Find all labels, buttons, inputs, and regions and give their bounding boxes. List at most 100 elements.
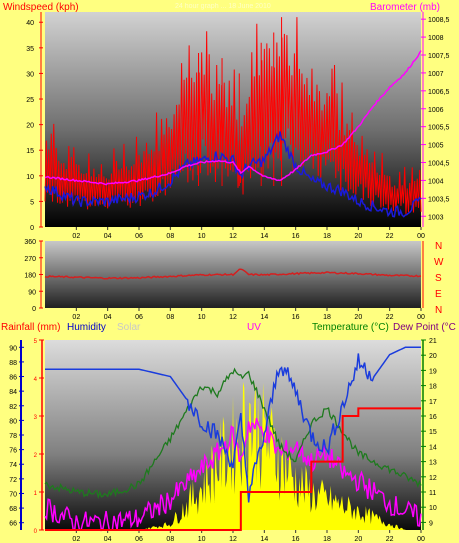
direction-x-tick-label: 20 [354,314,362,321]
solar-axis-title: Solar [117,322,141,333]
barometer-tick-label: 1008 [428,35,444,42]
humidity-tick-label: 74 [9,462,17,469]
barometer-tick-label: 1003,5 [428,196,450,203]
barometer-tick-label: 1004 [428,178,444,185]
wind-x-tick-label: 14 [260,233,268,240]
direction-x-tick-label: 06 [135,314,143,321]
rain-temp-x-tick-label: 00 [417,536,425,543]
wind-x-tick-label: 04 [104,233,112,240]
wind-x-tick-label: 00 [417,233,425,240]
barometer-line [44,50,422,186]
windspeed-tick-label: 35 [26,46,34,53]
direction-tick-label: 180 [24,273,36,280]
wind-average-line [44,131,422,218]
direction-letter-s: S [435,273,442,284]
rain-temp-x-tick-label: 16 [292,536,300,543]
chart-title: 24 hour graph ... 18 June 2010 [175,3,271,10]
humidity-tick-label: 88 [9,360,17,367]
direction-x-tick-label: 14 [260,314,268,321]
direction-letter-n2: N [435,305,442,316]
direction-x-tick-label: 04 [104,314,112,321]
rainfall-tick-label: 0 [34,529,38,535]
barometer-tick-label: 1005 [428,143,444,150]
dewpoint-axis-title: Dew Point (°C [393,322,456,333]
humidity-tick-label: 76 [9,448,17,455]
temperature-tick-label: 11 [429,490,436,497]
direction-tick-label: 90 [28,289,36,296]
temperature-tick-label: 19 [429,368,437,375]
direction-x-tick-label: 02 [72,314,80,321]
wind-x-tick-label: 02 [72,233,80,240]
rainfall-tick-label: 2 [34,453,38,459]
rainfall-line [45,407,421,531]
wind-baro-plot-area [45,12,421,227]
windspeed-tick-label: 5 [30,199,34,206]
temperature-tick-label: 14 [429,444,437,451]
barometer-tick-label: 1007 [428,71,444,78]
rainfall-tick-label: 5 [34,339,38,345]
temperature-tick-label: 10 [429,505,437,512]
rainfall-tick-label: 1 [34,491,38,497]
humidity-tick-label: 84 [9,389,17,396]
direction-x-tick-label: 10 [198,314,206,321]
barometer-tick-label: 1005,5 [428,125,450,132]
temperature-tick-label: 18 [429,384,437,391]
direction-x-tick-label: 08 [166,314,174,321]
wind-x-tick-label: 22 [386,233,394,240]
rain-temp-x-tick-label: 02 [72,536,80,543]
rain-temp-x-tick-label: 12 [229,536,237,543]
direction-tick-label: 360 [24,239,36,246]
temperature-tick-label: 20 [429,353,437,360]
direction-letter-e: E [435,289,442,300]
humidity-tick-label: 90 [9,345,17,352]
rain-temp-x-tick-label: 22 [386,536,394,543]
rainfall-tick-label: 3 [34,415,38,421]
uv-axis-title: UV [247,322,261,333]
rain-temp-x-tick-label: 20 [354,536,362,543]
windspeed-tick-label: 10 [26,174,34,181]
wind-x-tick-label: 06 [135,233,143,240]
humidity-line [45,346,421,503]
wind-x-tick-label: 18 [323,233,331,240]
temperature-line [44,367,422,500]
humidity-tick-label: 82 [9,404,17,411]
humidity-tick-label: 78 [9,433,17,440]
humidity-axis-title: Humidity [67,322,106,333]
humidity-tick-label: 68 [9,506,17,513]
direction-tick-label: 270 [24,256,36,263]
temperature-tick-label: 16 [429,414,437,421]
windspeed-tick-label: 30 [26,71,34,78]
rain-temp-x-tick-label: 04 [104,536,112,543]
solar-area [45,381,421,530]
humidity-tick-label: 72 [9,477,17,484]
barometer-tick-label: 1007,5 [428,53,450,60]
direction-tick-label: 0 [32,306,36,313]
barometer-tick-label: 1006 [428,107,444,114]
temperature-tick-label: 15 [429,429,437,436]
direction-x-tick-label: 16 [292,314,300,321]
humidity-tick-label: 86 [9,375,17,382]
rain-temp-x-tick-label: 06 [135,536,143,543]
direction-x-tick-label: 22 [386,314,394,321]
wind-x-tick-label: 20 [354,233,362,240]
temperature-tick-label: 12 [429,475,437,482]
rainfall-tick-label: 4 [34,377,38,383]
humidity-tick-label: 80 [9,418,17,425]
uv-line [44,418,422,532]
direction-x-tick-label: 18 [323,314,331,321]
direction-letter-w: W [434,257,444,268]
wind-x-tick-label: 16 [292,233,300,240]
direction-x-tick-label: 00 [417,314,425,321]
windspeed-tick-label: 15 [26,148,34,155]
wind-gust-line [44,17,422,215]
direction-letter-n: N [435,241,442,252]
rain-temp-x-tick-label: 08 [166,536,174,543]
humidity-tick-label: 66 [9,521,17,528]
windspeed-axis-title: Windspeed (kph) [3,2,79,13]
windspeed-tick-label: 0 [30,225,34,232]
wind-x-tick-label: 10 [198,233,206,240]
windspeed-tick-label: 25 [26,97,34,104]
rain-temp-x-tick-label: 18 [323,536,331,543]
